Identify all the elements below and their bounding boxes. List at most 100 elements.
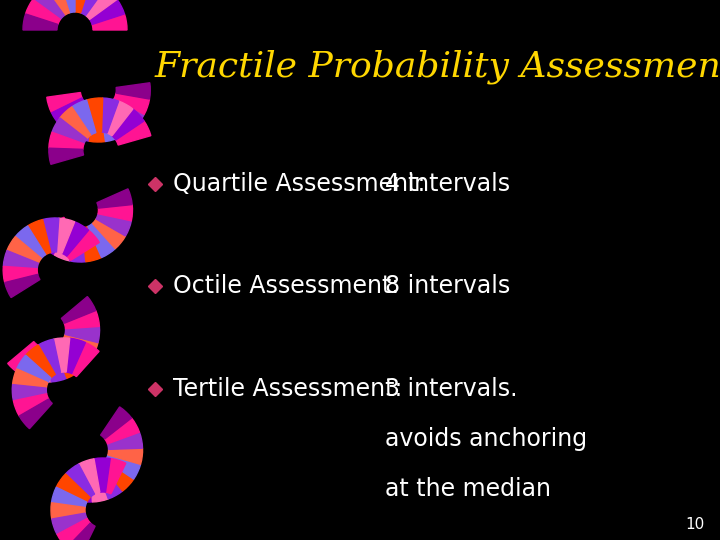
Wedge shape bbox=[62, 222, 89, 256]
Wedge shape bbox=[92, 219, 125, 248]
Wedge shape bbox=[66, 338, 86, 374]
Wedge shape bbox=[116, 121, 151, 145]
Wedge shape bbox=[102, 98, 119, 133]
Text: 4 intervals: 4 intervals bbox=[385, 172, 510, 195]
Wedge shape bbox=[98, 205, 132, 221]
Wedge shape bbox=[102, 460, 134, 491]
Wedge shape bbox=[107, 101, 133, 136]
Text: Fractile Probability Assessment: Fractile Probability Assessment bbox=[155, 50, 720, 84]
Wedge shape bbox=[96, 464, 122, 499]
Wedge shape bbox=[23, 14, 58, 30]
Wedge shape bbox=[104, 418, 140, 444]
Wedge shape bbox=[64, 310, 99, 329]
Wedge shape bbox=[45, 0, 69, 16]
Wedge shape bbox=[89, 0, 125, 24]
Wedge shape bbox=[52, 513, 87, 535]
Wedge shape bbox=[33, 0, 64, 19]
Text: 10: 10 bbox=[685, 517, 705, 532]
Wedge shape bbox=[65, 326, 99, 342]
Wedge shape bbox=[47, 92, 82, 113]
Wedge shape bbox=[74, 106, 95, 141]
Text: Tertile Assessment:: Tertile Assessment: bbox=[173, 377, 402, 401]
Wedge shape bbox=[94, 458, 110, 492]
Text: at the median: at the median bbox=[385, 477, 552, 501]
Wedge shape bbox=[4, 251, 38, 269]
Wedge shape bbox=[52, 98, 86, 126]
Wedge shape bbox=[91, 467, 108, 502]
Wedge shape bbox=[101, 106, 121, 141]
Wedge shape bbox=[20, 345, 43, 381]
Wedge shape bbox=[72, 100, 96, 135]
Wedge shape bbox=[105, 455, 140, 479]
Wedge shape bbox=[5, 274, 40, 298]
Wedge shape bbox=[59, 0, 75, 13]
Wedge shape bbox=[27, 220, 51, 255]
Wedge shape bbox=[116, 83, 150, 99]
Wedge shape bbox=[49, 148, 84, 164]
Wedge shape bbox=[63, 334, 98, 357]
Wedge shape bbox=[12, 384, 47, 401]
Wedge shape bbox=[49, 132, 84, 150]
Wedge shape bbox=[114, 93, 150, 114]
Wedge shape bbox=[19, 399, 53, 429]
Wedge shape bbox=[81, 0, 106, 16]
Wedge shape bbox=[108, 448, 143, 464]
Wedge shape bbox=[25, 0, 60, 24]
Wedge shape bbox=[53, 338, 70, 373]
Wedge shape bbox=[56, 474, 90, 502]
Wedge shape bbox=[67, 230, 99, 260]
Wedge shape bbox=[76, 467, 92, 502]
Wedge shape bbox=[59, 340, 91, 370]
Wedge shape bbox=[71, 342, 99, 376]
Wedge shape bbox=[33, 217, 67, 245]
Text: Octile Assessment:: Octile Assessment: bbox=[173, 274, 399, 298]
Wedge shape bbox=[55, 226, 77, 261]
Wedge shape bbox=[70, 227, 86, 262]
Text: Quartile Assessment:: Quartile Assessment: bbox=[173, 172, 426, 195]
Wedge shape bbox=[14, 394, 49, 416]
Wedge shape bbox=[67, 523, 95, 540]
Wedge shape bbox=[8, 342, 38, 374]
Wedge shape bbox=[86, 0, 117, 19]
Wedge shape bbox=[38, 339, 60, 374]
Wedge shape bbox=[61, 103, 90, 136]
Wedge shape bbox=[61, 296, 96, 323]
Wedge shape bbox=[107, 432, 143, 449]
Wedge shape bbox=[35, 347, 51, 382]
Wedge shape bbox=[7, 237, 42, 264]
Wedge shape bbox=[78, 459, 100, 494]
Wedge shape bbox=[49, 347, 67, 382]
Wedge shape bbox=[52, 118, 86, 144]
Wedge shape bbox=[112, 109, 144, 140]
Wedge shape bbox=[42, 222, 71, 255]
Wedge shape bbox=[96, 214, 131, 236]
Text: avoids anchoring: avoids anchoring bbox=[385, 427, 588, 451]
Text: 8 intervals: 8 intervals bbox=[385, 274, 510, 298]
Wedge shape bbox=[66, 464, 94, 497]
Wedge shape bbox=[52, 487, 87, 508]
Wedge shape bbox=[75, 0, 91, 13]
Wedge shape bbox=[54, 344, 81, 378]
Wedge shape bbox=[82, 226, 102, 262]
Wedge shape bbox=[42, 218, 59, 253]
Wedge shape bbox=[86, 98, 103, 133]
Wedge shape bbox=[89, 107, 106, 142]
Wedge shape bbox=[15, 226, 45, 259]
Wedge shape bbox=[56, 218, 75, 253]
Wedge shape bbox=[101, 407, 132, 439]
Wedge shape bbox=[111, 98, 144, 127]
Wedge shape bbox=[60, 107, 91, 139]
Wedge shape bbox=[26, 345, 55, 378]
Wedge shape bbox=[51, 503, 85, 519]
Wedge shape bbox=[61, 465, 86, 500]
Wedge shape bbox=[12, 369, 48, 388]
Wedge shape bbox=[17, 355, 51, 383]
Wedge shape bbox=[92, 14, 127, 30]
Wedge shape bbox=[106, 103, 135, 137]
Wedge shape bbox=[3, 266, 37, 282]
Wedge shape bbox=[88, 224, 115, 258]
Wedge shape bbox=[106, 458, 126, 494]
Wedge shape bbox=[97, 189, 132, 208]
Wedge shape bbox=[57, 518, 91, 540]
Text: 3 intervals.: 3 intervals. bbox=[385, 377, 518, 401]
